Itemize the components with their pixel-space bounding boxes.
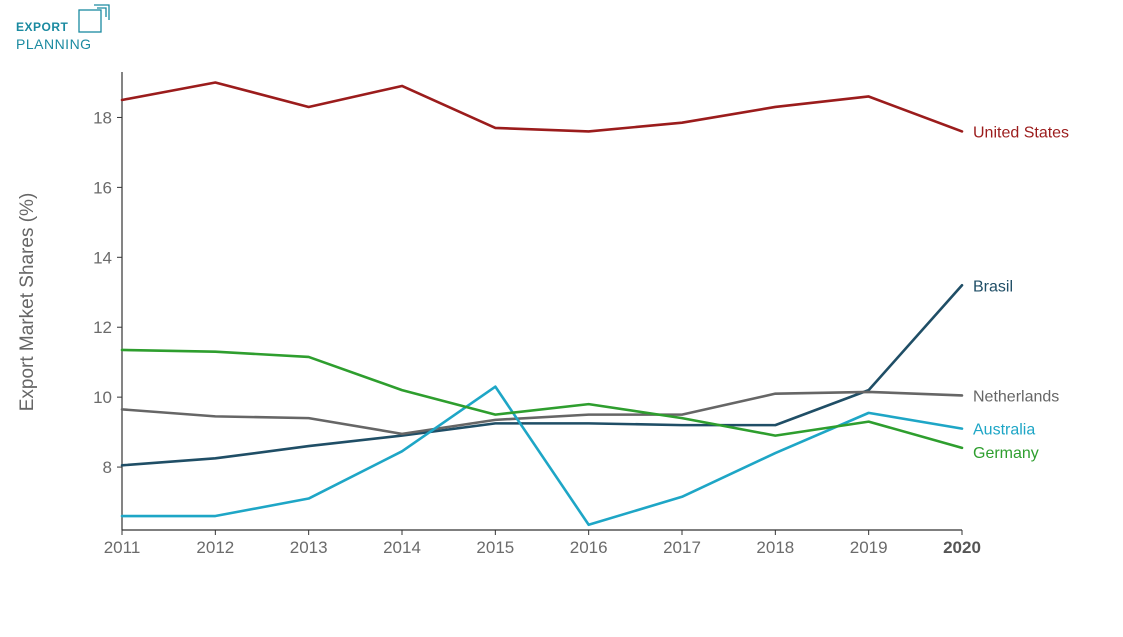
logo-mark-icon [78, 4, 110, 33]
series-line-brasil [120, 283, 964, 467]
series-label-united-states: United States [973, 124, 1069, 141]
chart-axes: 8 10 12 14 16 18 2011 2012 2013 2014 2015 2016 2017 2… [93, 72, 981, 557]
x-tick-label: 2020 [943, 538, 981, 557]
y-tick-label: 8 [103, 458, 112, 477]
y-tick-label: 10 [93, 388, 112, 407]
logo-text-planning: PLANNING [16, 36, 92, 52]
logo-text-export: EXPORT [16, 20, 69, 34]
y-axis-title: Export Market Shares (%) [17, 193, 38, 412]
series-label-netherlands: Netherlands [973, 388, 1059, 405]
x-tick-label: 2014 [383, 538, 421, 557]
y-tick-label: 16 [93, 178, 112, 197]
export-planning-logo: EXPORT PLANNING [16, 4, 116, 54]
series-line-netherlands [120, 390, 964, 436]
x-tick-label: 2013 [290, 538, 328, 557]
series-label-germany: Germany [973, 445, 1039, 462]
series-label-australia: Australia [973, 422, 1035, 439]
x-tick-label: 2018 [756, 538, 794, 557]
series-line-germany [120, 348, 964, 450]
x-tick-label: 2015 [476, 538, 514, 557]
x-tick-label: 2011 [104, 538, 141, 557]
x-tick-label: 2016 [570, 538, 608, 557]
series-line-australia [120, 385, 964, 527]
x-tick-label: 2012 [196, 538, 234, 557]
y-tick-label: 18 [93, 108, 112, 127]
series-label-brasil: Brasil [973, 278, 1013, 295]
series-line-united-states [120, 81, 964, 133]
x-tick-label: 2019 [850, 538, 888, 557]
chart-series-labels: United States Brasil Netherlands Australia G… [973, 124, 1069, 461]
y-tick-label: 12 [93, 318, 112, 337]
x-tick-label: 2017 [663, 538, 701, 557]
y-tick-label: 14 [93, 248, 112, 267]
chart-series-lines [120, 81, 964, 527]
